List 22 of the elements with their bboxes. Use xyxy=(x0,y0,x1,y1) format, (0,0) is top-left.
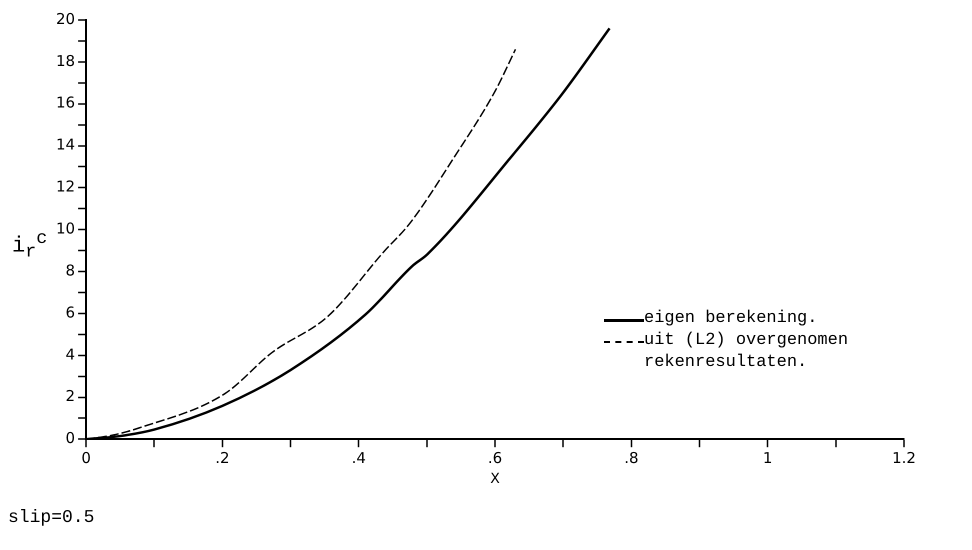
y-tick-label: 4 xyxy=(66,345,76,364)
y-tick-label: 12 xyxy=(56,178,76,196)
y-tick-label: 18 xyxy=(56,52,76,70)
legend-label: eigen berekening. xyxy=(644,308,818,330)
x-tick-label: .2 xyxy=(215,449,230,468)
x-tick-label: 0 xyxy=(81,449,91,468)
y-tick-label: 2 xyxy=(66,387,76,406)
y-tick-label: 0 xyxy=(66,429,76,448)
x-tick-label: 1 xyxy=(762,449,772,468)
x-tick-label: 1.2 xyxy=(892,449,916,468)
y-tick-label: 8 xyxy=(66,261,76,280)
y-tick-label: 14 xyxy=(56,136,76,154)
x-tick-label: .4 xyxy=(352,449,366,468)
y-tick-label: 20 xyxy=(56,10,76,28)
x-tick-label: .6 xyxy=(488,449,502,468)
y-tick-label: 10 xyxy=(56,219,76,238)
x-tick-label: .8 xyxy=(624,449,639,468)
legend-label: uit (L2) overgenomen rekenresultaten. xyxy=(644,330,850,374)
text: slip=0.5 xyxy=(8,508,94,528)
x-axis-title: X xyxy=(490,471,500,488)
y-tick-label: 6 xyxy=(66,303,76,322)
y-tick-label: 16 xyxy=(56,94,76,112)
